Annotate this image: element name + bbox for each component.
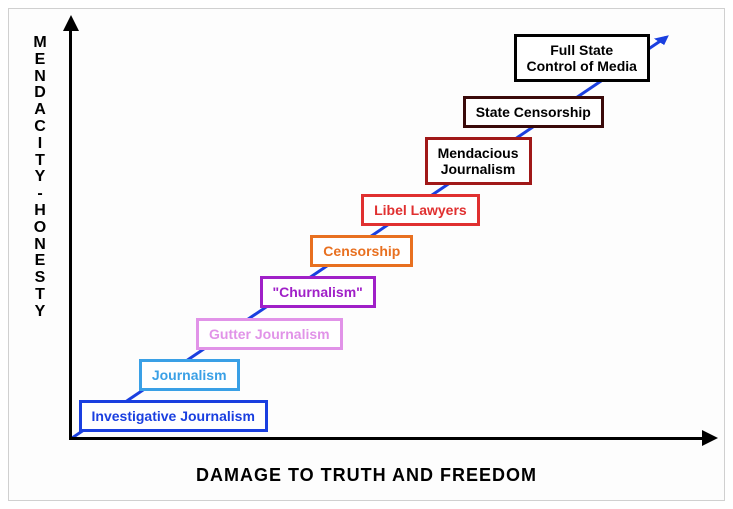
stage-node-1: Journalism [139,359,240,391]
y-axis [69,29,72,440]
x-axis-label: DAMAGE TO TRUTH AND FREEDOM [9,465,724,486]
stage-node-2: Gutter Journalism [196,318,343,350]
plot-area: Investigative Journalism Journalism Gutter… [69,29,704,440]
x-axis [69,437,704,440]
stage-node-8: Full State Control of Media [514,34,650,82]
stage-node-5: Libel Lawyers [361,194,480,226]
y-axis-arrowhead [63,15,79,31]
stage-node-0: Investigative Journalism [79,400,268,432]
y-axis-label: MENDACITY-HONESTY [31,35,49,321]
stage-node-3: "Churnalism" [260,276,376,308]
stage-node-6: Mendacious Journalism [425,137,532,185]
x-axis-arrowhead [702,430,718,446]
stage-node-4: Censorship [310,235,413,267]
stage-node-7: State Censorship [463,96,604,128]
diagram-frame: MENDACITY-HONESTY DAMAGE TO TRUTH AND FR… [8,8,725,501]
